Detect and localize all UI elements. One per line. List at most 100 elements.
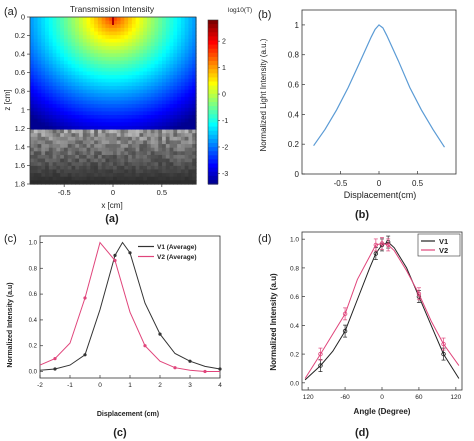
heatmap-cell [173, 82, 178, 87]
heatmap-cell [37, 144, 42, 149]
heatmap-cell [75, 140, 80, 145]
heatmap-cell [162, 122, 167, 127]
heatmap-cell [116, 20, 122, 25]
heatmap-cell [158, 60, 163, 65]
heatmap-cell [162, 176, 167, 181]
heatmap-cell [45, 56, 50, 62]
heatmap-cell [71, 144, 76, 149]
heatmap-cell [143, 115, 148, 120]
heatmap-cell [101, 49, 107, 54]
heatmap-cell [48, 165, 54, 171]
heatmap-cell [128, 136, 133, 142]
heatmap-cell [30, 107, 35, 112]
heatmap-cell [60, 107, 65, 112]
heatmap-cell [71, 20, 76, 25]
heatmap-cell [113, 78, 118, 83]
heatmap-cell [94, 42, 99, 47]
heatmap-cell [146, 49, 152, 54]
heatmap-cell [139, 82, 144, 87]
heatmap-cell [139, 169, 144, 174]
x-tick-label: 120 [450, 394, 461, 401]
series-line [304, 241, 460, 381]
heatmap-cell [67, 136, 73, 142]
heatmap-cell [192, 154, 197, 160]
heatmap-cell [169, 82, 174, 87]
heatmap-cell [30, 176, 35, 181]
heatmap-cell [94, 82, 99, 87]
heatmap-cell [180, 35, 186, 40]
heatmap-cell [146, 42, 152, 47]
heatmap-cell [90, 165, 95, 171]
heatmap-cell [33, 24, 39, 29]
heatmap-cell [41, 162, 46, 167]
colorbar-segment [208, 110, 218, 115]
heatmap-cell [139, 49, 144, 54]
heatmap-cell [82, 42, 88, 47]
heatmap-cell [131, 147, 137, 152]
heatmap-cell [75, 147, 80, 152]
heatmap-cell [79, 144, 84, 149]
heatmap-cell [143, 144, 148, 149]
heatmap-cell [139, 31, 144, 36]
heatmap-cell [82, 133, 88, 138]
heatmap-cell [116, 35, 122, 40]
heatmap-cell [56, 118, 61, 123]
heatmap-cell [67, 96, 73, 102]
heatmap-cell [146, 100, 152, 105]
heatmap-cell [82, 56, 88, 62]
heatmap-cell [48, 118, 54, 123]
heatmap-cell [124, 154, 129, 160]
heatmap-cell [177, 42, 182, 47]
heatmap-cell [33, 85, 39, 91]
panel-d-caption: (d) [355, 427, 369, 439]
heatmap-cell [150, 115, 156, 120]
heatmap-cell [120, 96, 125, 102]
heatmap-cell [154, 82, 159, 87]
heatmap-cell [135, 17, 141, 22]
heatmap-cell [173, 111, 178, 116]
heatmap-cell [139, 17, 144, 22]
heatmap-cell [135, 67, 141, 73]
heatmap-cell [52, 42, 58, 47]
heatmap-cell [135, 53, 141, 58]
heatmap-cell [63, 67, 69, 73]
heatmap-cell [128, 35, 133, 40]
heatmap-cell [139, 115, 144, 120]
heatmap-cell [154, 111, 159, 116]
heatmap-cell [82, 107, 88, 112]
heatmap-cell [177, 67, 182, 73]
heatmap-cell [75, 180, 80, 185]
heatmap-cell [41, 125, 46, 131]
colorbar-tick-label: 2 [222, 39, 226, 46]
heatmap-cell [71, 46, 76, 51]
heatmap-cell [120, 67, 125, 73]
heatmap-cell [52, 107, 58, 112]
heatmap-cell [120, 147, 125, 152]
heatmap-cell [113, 169, 118, 174]
heatmap-cell [180, 82, 186, 87]
heatmap-cell [30, 82, 35, 87]
heatmap-cell [143, 162, 148, 167]
heatmap-cell [60, 60, 65, 65]
heatmap-cell [101, 31, 107, 36]
heatmap-cell [113, 53, 118, 58]
heatmap-cell [101, 147, 107, 152]
heatmap-cell [67, 118, 73, 123]
heatmap-cell [41, 144, 46, 149]
heatmap-cell [56, 20, 61, 25]
heatmap-cell [124, 49, 129, 54]
heatmap-cell [67, 158, 73, 163]
heatmap-cell [177, 53, 182, 58]
heatmap-cell [60, 173, 65, 178]
heatmap-cell [97, 129, 103, 134]
heatmap-cell [41, 173, 46, 178]
heatmap-cell [113, 67, 118, 73]
heatmap-cell [188, 173, 193, 178]
heatmap-cell [97, 93, 103, 98]
heatmap-cell [131, 46, 137, 51]
heatmap-cell [143, 169, 148, 174]
heatmap-cell [109, 100, 114, 105]
heatmap-cell [63, 96, 69, 102]
heatmap-cell [169, 176, 174, 181]
heatmap-cell [113, 140, 118, 145]
